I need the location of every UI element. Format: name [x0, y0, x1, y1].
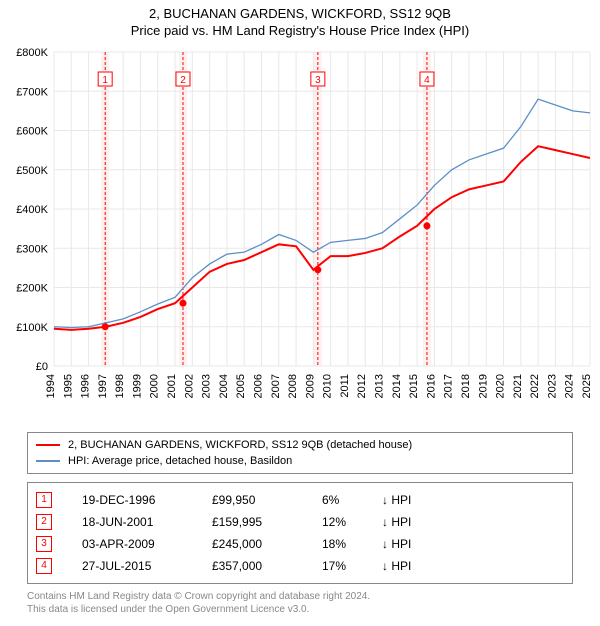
- svg-text:2003: 2003: [201, 374, 213, 398]
- price-chart: 1 2 3 4 £0 £100K £200K £300K £400K £500K £600K £700…: [0, 46, 600, 426]
- svg-text:1999: 1999: [131, 374, 143, 398]
- svg-text:2000: 2000: [149, 374, 161, 398]
- svg-text:2009: 2009: [304, 374, 316, 398]
- event-row: 4 27-JUL-2015£357,00017%↓ HPI: [36, 555, 564, 577]
- event-price: £245,000: [212, 537, 322, 551]
- svg-text:£100K: £100K: [16, 322, 48, 334]
- event-diff: 6%: [322, 493, 382, 507]
- title-address: 2, BUCHANAN GARDENS, WICKFORD, SS12 9QB: [0, 6, 600, 21]
- svg-text:2016: 2016: [425, 374, 437, 398]
- event-row: 3 03-APR-2009£245,00018%↓ HPI: [36, 533, 564, 555]
- svg-text:2020: 2020: [495, 374, 507, 398]
- svg-text:2015: 2015: [408, 374, 420, 398]
- event-diff: 18%: [322, 537, 382, 551]
- svg-text:2001: 2001: [166, 374, 178, 398]
- event-price: £357,000: [212, 559, 322, 573]
- svg-text:2006: 2006: [252, 374, 264, 398]
- event-hpi: ↓ HPI: [382, 537, 411, 551]
- svg-text:2010: 2010: [322, 374, 334, 398]
- svg-text:2017: 2017: [443, 374, 455, 398]
- svg-text:£600K: £600K: [16, 126, 48, 138]
- svg-text:4: 4: [424, 75, 430, 86]
- svg-text:2008: 2008: [287, 374, 299, 398]
- chart-svg: 1 2 3 4 £0 £100K £200K £300K £400K £500K £600K £700…: [0, 46, 600, 426]
- svg-text:2005: 2005: [235, 374, 247, 398]
- event-date: 19-DEC-1996: [82, 493, 212, 507]
- svg-text:2007: 2007: [270, 374, 282, 398]
- event-diff: 12%: [322, 515, 382, 529]
- footer-line1: Contains HM Land Registry data © Crown c…: [27, 590, 573, 603]
- legend-swatch: [36, 460, 60, 462]
- svg-text:3: 3: [315, 75, 321, 86]
- legend-label: 2, BUCHANAN GARDENS, WICKFORD, SS12 9QB …: [68, 439, 412, 451]
- svg-text:2012: 2012: [356, 374, 368, 398]
- svg-text:£400K: £400K: [16, 204, 48, 216]
- event-price: £99,950: [212, 493, 322, 507]
- footer: Contains HM Land Registry data © Crown c…: [27, 590, 573, 616]
- event-hpi: ↓ HPI: [382, 515, 411, 529]
- legend-row: HPI: Average price, detached house, Basi…: [36, 453, 564, 469]
- svg-text:2025: 2025: [581, 374, 593, 398]
- event-row: 2 18-JUN-2001£159,99512%↓ HPI: [36, 511, 564, 533]
- legend: 2, BUCHANAN GARDENS, WICKFORD, SS12 9QB …: [27, 432, 573, 474]
- svg-text:2022: 2022: [529, 374, 541, 398]
- svg-text:2019: 2019: [477, 374, 489, 398]
- event-date: 18-JUN-2001: [82, 515, 212, 529]
- svg-text:1997: 1997: [97, 374, 109, 398]
- event-date: 03-APR-2009: [82, 537, 212, 551]
- event-hpi: ↓ HPI: [382, 559, 411, 573]
- svg-text:2011: 2011: [339, 374, 351, 398]
- svg-text:1995: 1995: [62, 374, 74, 398]
- event-price: £159,995: [212, 515, 322, 529]
- svg-text:2024: 2024: [564, 374, 576, 398]
- svg-text:2004: 2004: [218, 374, 230, 398]
- event-diff: 17%: [322, 559, 382, 573]
- footer-line2: This data is licensed under the Open Gov…: [27, 603, 573, 616]
- legend-label: HPI: Average price, detached house, Basi…: [68, 455, 292, 467]
- svg-text:1: 1: [102, 75, 108, 86]
- svg-text:£300K: £300K: [16, 243, 48, 255]
- svg-text:2013: 2013: [374, 374, 386, 398]
- events-table: 119-DEC-1996£99,9506%↓ HPI218-JUN-2001£1…: [27, 482, 573, 584]
- legend-row: 2, BUCHANAN GARDENS, WICKFORD, SS12 9QB …: [36, 437, 564, 453]
- svg-text:1994: 1994: [45, 374, 57, 398]
- svg-text:£200K: £200K: [16, 283, 48, 295]
- svg-text:£500K: £500K: [16, 165, 48, 177]
- svg-text:1996: 1996: [80, 374, 92, 398]
- svg-text:2023: 2023: [546, 374, 558, 398]
- event-num: 3: [36, 536, 52, 552]
- event-num: 1: [36, 492, 52, 508]
- svg-text:£0: £0: [36, 361, 48, 373]
- svg-text:2002: 2002: [183, 374, 195, 398]
- event-num: 2: [36, 514, 52, 530]
- event-date: 27-JUL-2015: [82, 559, 212, 573]
- svg-text:2014: 2014: [391, 374, 403, 398]
- svg-text:2018: 2018: [460, 374, 472, 398]
- svg-text:1998: 1998: [114, 374, 126, 398]
- event-hpi: ↓ HPI: [382, 493, 411, 507]
- legend-swatch: [36, 444, 60, 446]
- title-subtitle: Price paid vs. HM Land Registry's House …: [0, 23, 600, 38]
- svg-text:2: 2: [180, 75, 186, 86]
- svg-text:2021: 2021: [512, 374, 524, 398]
- event-num: 4: [36, 558, 52, 574]
- svg-text:£800K: £800K: [16, 47, 48, 59]
- event-row: 1 19-DEC-1996£99,9506%↓ HPI: [36, 489, 564, 511]
- svg-text:£700K: £700K: [16, 86, 48, 98]
